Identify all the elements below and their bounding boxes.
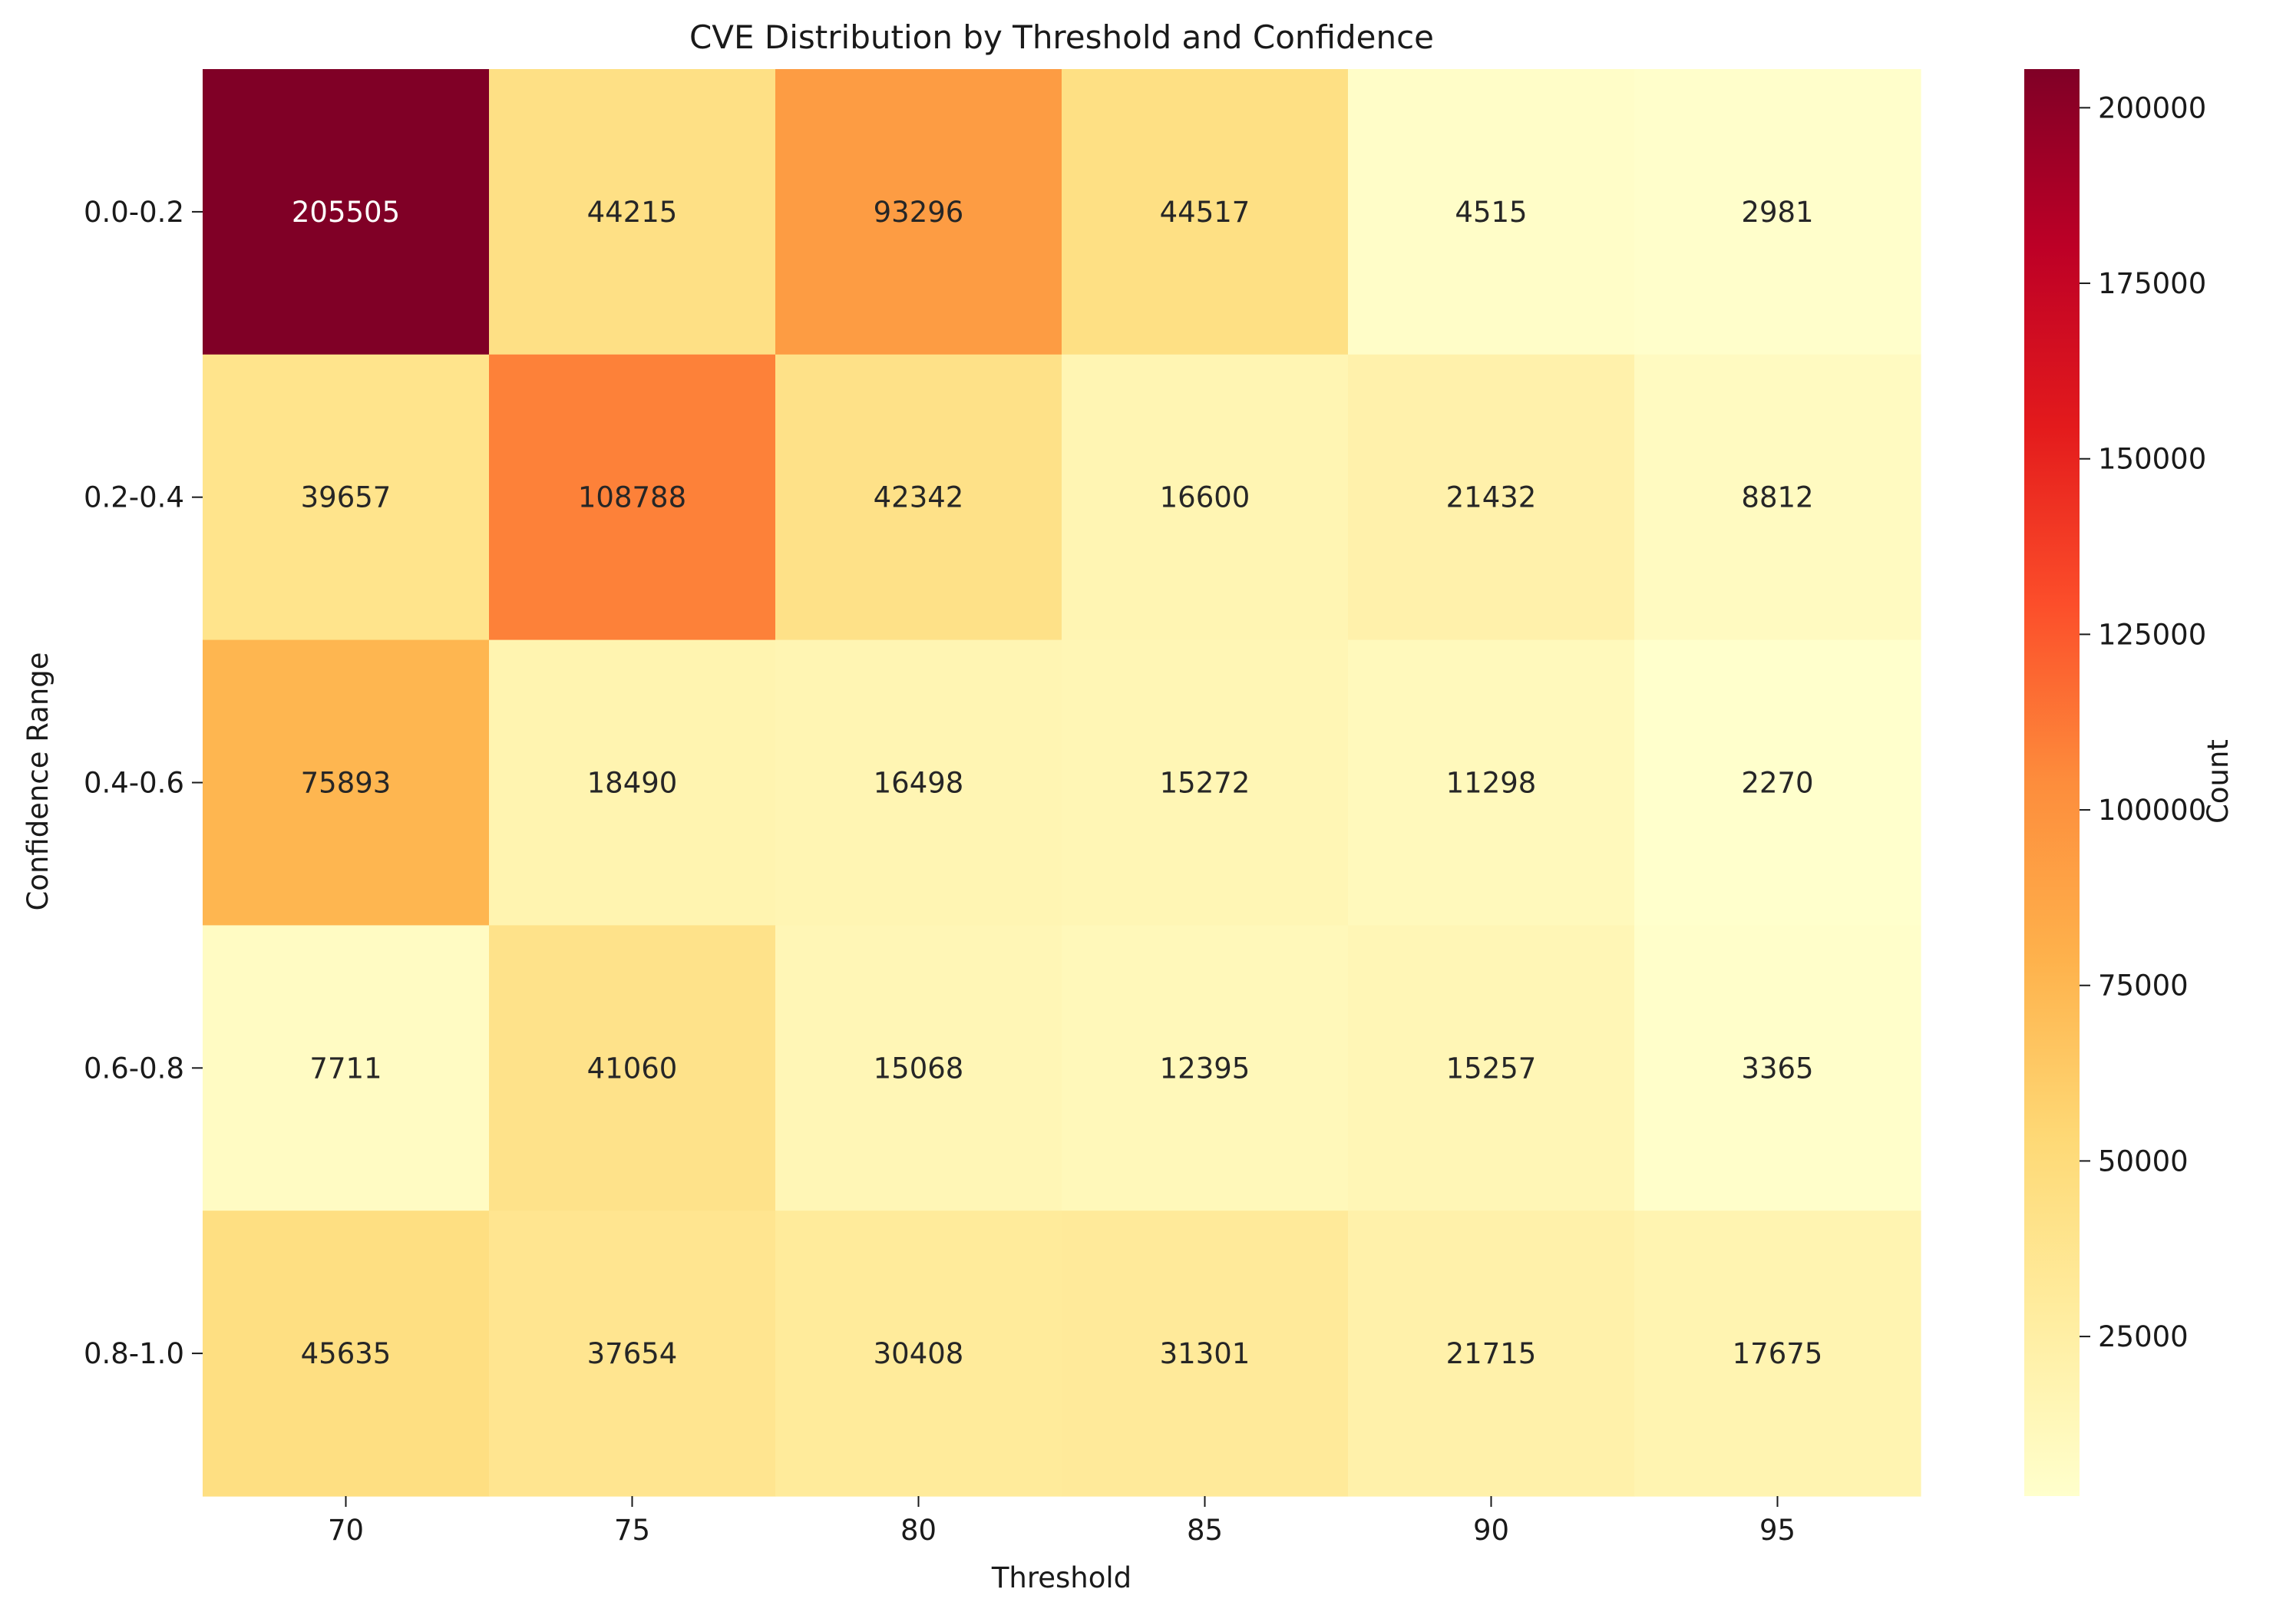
y-axis: 0.0-0.2 0.2-0.4 0.4-0.6 0.6-0.8 0.8-1.0 [84,196,203,1370]
heatmap-cell [1348,1211,1635,1497]
x-axis: 70 75 80 85 90 95 [328,1496,1796,1547]
y-tick-label: 0.8-1.0 [84,1337,184,1370]
heatmap-cell [1634,925,1921,1211]
x-axis-label: Threshold [991,1561,1131,1594]
x-tick-label: 75 [614,1514,650,1547]
heatmap-cell [775,925,1062,1211]
heatmap-cell [1348,925,1635,1211]
heatmap-cell [775,639,1062,926]
colorbar-ticks: 25000 50000 75000 100000 125000 150000 175000 2… [2080,91,2206,1353]
heatmap-cell [203,639,490,926]
heatmap-cell [203,925,490,1211]
cell-value-label: 41060 [587,1052,678,1085]
y-axis-label: Confidence Range [21,652,55,910]
colorbar-tick-label: 200000 [2098,91,2206,124]
cell-value-label: 15068 [874,1052,964,1085]
cell-value-label: 15272 [1160,767,1250,800]
cell-value-label: 15257 [1446,1052,1537,1085]
cell-value-label: 8812 [1741,481,1813,514]
heatmap-cell [775,354,1062,641]
heatmap-cell [775,1211,1062,1497]
cell-value-label: 4515 [1455,196,1527,229]
y-tick-label: 0.4-0.6 [84,767,184,800]
cell-value-label: 75893 [301,767,391,800]
heatmap-cell [775,69,1062,355]
heatmap-cell [1062,925,1349,1211]
colorbar-tick-label: 100000 [2098,794,2206,827]
heatmap-cell [1634,639,1921,926]
y-tick-label: 0.0-0.2 [84,196,184,229]
heatmap-cell [1062,69,1349,355]
cell-value-label: 11298 [1446,767,1537,800]
heatmap-cell [1634,354,1921,641]
colorbar-tick-label: 150000 [2098,443,2206,476]
cell-value-label: 18490 [587,767,678,800]
heatmap-cell [203,354,490,641]
colorbar [2024,69,2080,1496]
cell-value-label: 3365 [1741,1052,1813,1085]
cell-value-label: 205505 [292,196,400,229]
cell-value-label: 39657 [301,481,391,514]
cell-value-label: 21715 [1446,1337,1537,1370]
cell-value-label: 44517 [1160,196,1250,229]
cell-value-label: 16600 [1160,481,1250,514]
cell-value-label: 44215 [587,196,678,229]
colorbar-tick-label: 50000 [2098,1145,2189,1178]
heatmap-cell [489,354,776,641]
colorbar-label: Count [2202,739,2235,824]
x-tick-label: 85 [1187,1514,1223,1547]
heatmap-cell [489,925,776,1211]
colorbar-tick-label: 25000 [2098,1320,2189,1353]
y-tick-label: 0.2-0.4 [84,481,184,514]
cell-value-label: 16498 [874,767,964,800]
colorbar-tick-label: 125000 [2098,618,2206,651]
cell-value-label: 7711 [309,1052,382,1085]
colorbar-tick-label: 75000 [2098,970,2189,1003]
heatmap-cell [489,69,776,355]
heatmap-cell [203,69,490,355]
cell-value-label: 42342 [874,481,964,514]
heatmap-cell [489,1211,776,1497]
heatmap-cell [1634,69,1921,355]
cell-value-label: 17675 [1733,1337,1823,1370]
y-tick-label: 0.6-0.8 [84,1052,184,1085]
cell-value-label: 45635 [301,1337,391,1370]
heatmap-cell [1062,639,1349,926]
x-tick-label: 70 [328,1514,364,1547]
cell-value-labels: 205505 44215 93296 44517 4515 2981 39657 108788… [292,196,1822,1370]
cell-value-label: 2270 [1741,767,1813,800]
cell-value-label: 93296 [874,196,964,229]
heatmap-cell [1062,1211,1349,1497]
cell-value-label: 21432 [1446,481,1537,514]
cell-value-label: 30408 [874,1337,964,1370]
cell-value-label: 2981 [1741,196,1813,229]
heatmap-cell [1348,354,1635,641]
heatmap-cell [1062,354,1349,641]
heatmap-cell [489,639,776,926]
chart-title: CVE Distribution by Threshold and Confid… [689,18,1434,56]
cell-value-label: 108788 [578,481,686,514]
colorbar-tick-label: 175000 [2098,267,2206,300]
heatmap-cell [1348,69,1635,355]
heatmap-cell [1634,1211,1921,1497]
x-tick-label: 80 [900,1514,937,1547]
x-tick-label: 95 [1759,1514,1796,1547]
cell-value-label: 37654 [587,1337,678,1370]
heatmap-cell [1348,639,1635,926]
x-tick-label: 90 [1473,1514,1509,1547]
heatmap-cell [203,1211,490,1497]
heatmap-cells [203,69,1921,1497]
cell-value-label: 31301 [1160,1337,1250,1370]
cell-value-label: 12395 [1160,1052,1250,1085]
